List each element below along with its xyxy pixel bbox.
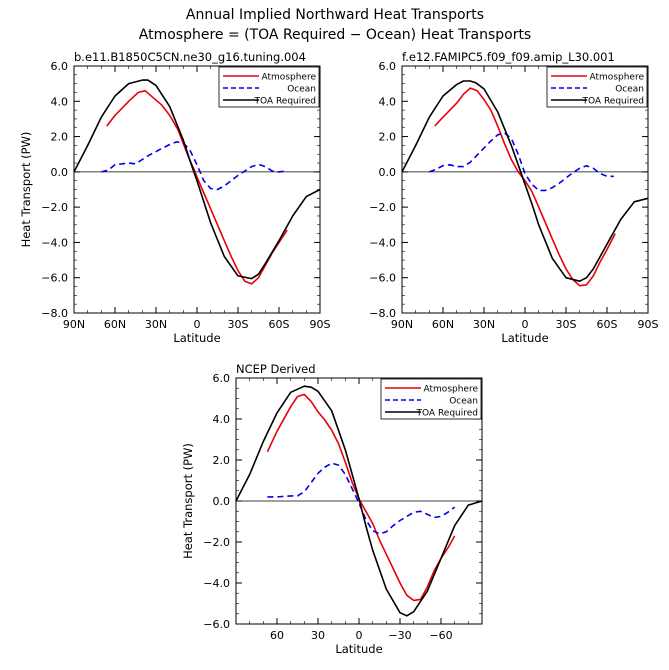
y-tick-label: 0.0: [379, 166, 397, 179]
panel-cesm-amip: f.e12.FAMIPC5.f09_f09.amip_L30.001 6.0 4.0…: [369, 50, 658, 345]
y-tick-label: −2.0: [203, 536, 230, 549]
x-tick-label: −30: [388, 629, 411, 642]
legend-label: Ocean: [615, 85, 644, 95]
panel-title: f.e12.FAMIPC5.f09_f09.amip_L30.001: [402, 50, 615, 64]
x-axis-label: Latitude: [173, 331, 220, 345]
series-line-ocean: [429, 132, 614, 192]
y-tick-label: −4.0: [41, 236, 68, 249]
y-tick-label: 2.0: [51, 131, 69, 144]
y-axis-label: Heat Transport (PW): [19, 132, 33, 248]
y-tick-label: −4.0: [369, 236, 396, 249]
series-line-atmosphere: [434, 87, 616, 287]
x-tick-label: 60S: [597, 318, 618, 331]
legend-label: Atmosphere: [262, 73, 317, 83]
series-line-toa-required: [73, 79, 321, 280]
y-tick-label: 4.0: [379, 95, 397, 108]
panel-cesm-coupled: b.e11.B1850C5CN.ne30_g16.tuning.004 6.0 4.…: [19, 50, 331, 345]
series-line-toa-required: [235, 385, 483, 617]
y-tick-label: 6.0: [51, 60, 69, 73]
x-tick-label: 90N: [391, 318, 413, 331]
y-axis-label: Heat Transport (PW): [181, 443, 195, 559]
y-tick-label: 0.0: [51, 166, 69, 179]
y-tick-label: −8.0: [41, 307, 68, 320]
panel-title: b.e11.B1850C5CN.ne30_g16.tuning.004: [74, 50, 306, 64]
x-tick-label: 60N: [104, 318, 126, 331]
panel-title: NCEP Derived: [236, 362, 316, 376]
x-tick-label: 0: [356, 629, 363, 642]
x-tick-label: 90N: [63, 318, 85, 331]
legend-label: Atmosphere: [590, 73, 645, 83]
series-line-ocean: [101, 141, 286, 191]
y-tick-label: 2.0: [213, 454, 231, 467]
y-tick-label: −6.0: [203, 618, 230, 631]
x-tick-label: 0: [194, 318, 201, 331]
x-tick-label: 90S: [638, 318, 659, 331]
panel-ncep-derived: NCEP Derived 6.0 4.0 2.0 0.0 −2.0 −4.0 −6.0 60 30…: [181, 362, 483, 656]
y-tick-label: −8.0: [369, 307, 396, 320]
x-tick-label: 60: [270, 629, 284, 642]
y-tick-label: −6.0: [41, 272, 68, 285]
figure-title-line1: Annual Implied Northward Heat Transports: [186, 7, 484, 23]
series-line-toa-required: [401, 80, 649, 283]
x-tick-label: 60S: [269, 318, 290, 331]
legend-label: TOA Required: [254, 97, 317, 107]
y-tick-label: −2.0: [369, 201, 396, 214]
series-line-ocean: [267, 462, 456, 535]
legend-label: Atmosphere: [424, 385, 479, 395]
figure-title-line2: Atmosphere = (TOA Required − Ocean) Heat…: [139, 27, 531, 43]
legend-label: Ocean: [287, 85, 316, 95]
y-tick-label: 4.0: [51, 95, 69, 108]
x-tick-label: 30: [311, 629, 325, 642]
y-tick-label: 2.0: [379, 131, 397, 144]
x-tick-label: −60: [429, 629, 452, 642]
series-line-atmosphere: [106, 89, 288, 285]
y-tick-label: −2.0: [41, 201, 68, 214]
series-line-atmosphere: [266, 393, 456, 602]
y-tick-label: 6.0: [213, 372, 231, 385]
x-tick-label: 30N: [473, 318, 495, 331]
legend-label: TOA Required: [416, 409, 479, 419]
x-tick-label: 90S: [310, 318, 331, 331]
y-tick-label: −4.0: [203, 577, 230, 590]
x-tick-label: 60N: [432, 318, 454, 331]
y-tick-label: −6.0: [369, 272, 396, 285]
x-axis-label: Latitude: [335, 642, 382, 656]
x-tick-label: 30N: [145, 318, 167, 331]
y-tick-label: 6.0: [379, 60, 397, 73]
x-tick-label: 0: [522, 318, 529, 331]
legend-label: Ocean: [449, 397, 478, 407]
y-tick-label: 0.0: [213, 495, 231, 508]
legend-label: TOA Required: [582, 97, 645, 107]
x-axis-label: Latitude: [501, 331, 548, 345]
y-tick-label: 4.0: [213, 413, 231, 426]
x-tick-label: 30S: [228, 318, 249, 331]
x-tick-label: 30S: [556, 318, 577, 331]
